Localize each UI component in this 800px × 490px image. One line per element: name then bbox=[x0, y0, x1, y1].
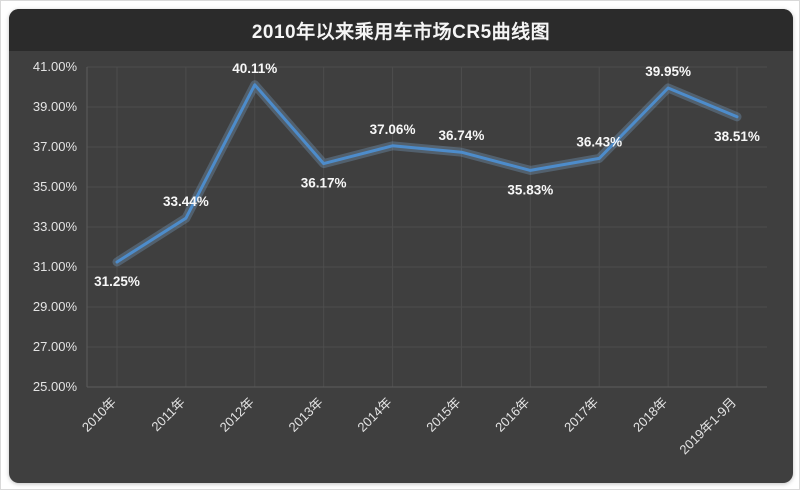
svg-text:2014年: 2014年 bbox=[354, 395, 394, 435]
svg-text:35.83%: 35.83% bbox=[507, 182, 553, 197]
svg-text:36.43%: 36.43% bbox=[576, 134, 622, 149]
svg-text:2016年: 2016年 bbox=[492, 395, 532, 435]
svg-text:39.00%: 39.00% bbox=[33, 99, 78, 114]
svg-text:38.51%: 38.51% bbox=[714, 129, 760, 144]
svg-text:2017年: 2017年 bbox=[561, 395, 601, 435]
svg-text:33.00%: 33.00% bbox=[33, 219, 78, 234]
svg-text:25.00%: 25.00% bbox=[33, 379, 78, 394]
svg-text:40.11%: 40.11% bbox=[232, 61, 277, 76]
svg-text:2015年: 2015年 bbox=[423, 395, 463, 435]
svg-text:29.00%: 29.00% bbox=[33, 299, 78, 314]
svg-text:2018年: 2018年 bbox=[630, 395, 670, 435]
svg-text:31.25%: 31.25% bbox=[94, 274, 140, 289]
svg-text:2010年: 2010年 bbox=[79, 395, 119, 435]
chart-panel: 2010年以来乘用车市场CR5曲线图 25.00% 27.00% 29.00% 31.… bbox=[9, 9, 793, 483]
svg-text:27.00%: 27.00% bbox=[33, 339, 78, 354]
svg-text:37.00%: 37.00% bbox=[33, 139, 78, 154]
chart-title-bar: 2010年以来乘用车市场CR5曲线图 bbox=[9, 9, 793, 51]
svg-text:31.00%: 31.00% bbox=[33, 259, 78, 274]
svg-text:2019年1-9月: 2019年1-9月 bbox=[676, 395, 739, 458]
chart-title: 2010年以来乘用车市场CR5曲线图 bbox=[251, 21, 551, 43]
svg-text:41.00%: 41.00% bbox=[33, 59, 78, 74]
svg-text:39.95%: 39.95% bbox=[645, 64, 691, 79]
svg-text:35.00%: 35.00% bbox=[33, 179, 78, 194]
svg-text:37.06%: 37.06% bbox=[370, 122, 416, 137]
svg-text:33.44%: 33.44% bbox=[163, 194, 209, 209]
svg-text:36.17%: 36.17% bbox=[301, 176, 347, 191]
chart-body: 25.00% 27.00% 29.00% 31.00% 33.00% 35.00% 37.0… bbox=[9, 51, 793, 483]
svg-text:36.74%: 36.74% bbox=[439, 128, 485, 143]
svg-text:2012年: 2012年 bbox=[217, 395, 257, 435]
svg-text:2011年: 2011年 bbox=[148, 395, 188, 435]
line-chart-svg: 25.00% 27.00% 29.00% 31.00% 33.00% 35.00% 37.0… bbox=[33, 59, 767, 458]
svg-text:2013年: 2013年 bbox=[286, 395, 326, 435]
